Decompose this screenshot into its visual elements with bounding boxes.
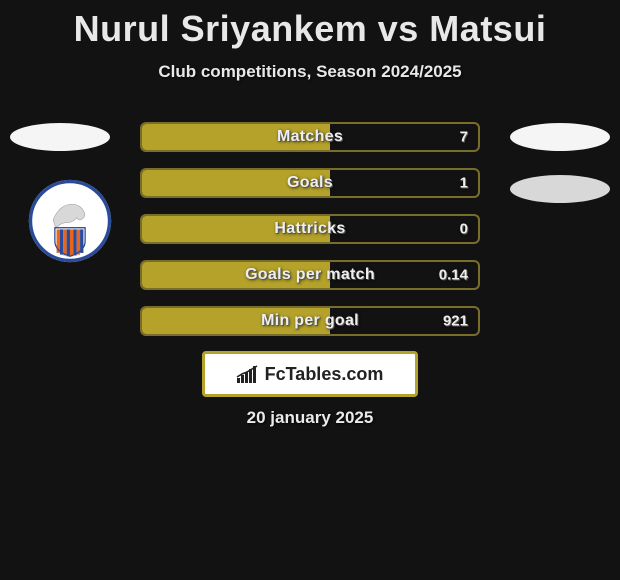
stat-label: Goals: [142, 174, 478, 192]
brand-box[interactable]: FcTables.com: [202, 351, 418, 397]
date-label: 20 january 2025: [0, 408, 620, 428]
stat-value: 921: [443, 313, 468, 330]
stat-row: Goals1: [140, 168, 480, 198]
stat-row: Matches7: [140, 122, 480, 152]
stat-value: 0.14: [439, 267, 468, 284]
stat-value: 7: [460, 129, 468, 146]
stat-row: Hattricks0: [140, 214, 480, 244]
player-avatar-right: [510, 123, 610, 151]
stat-row: Goals per match0.14: [140, 260, 480, 290]
player-avatar-left: [10, 123, 110, 151]
player-avatar-right-secondary: [510, 175, 610, 203]
stat-value: 0: [460, 221, 468, 238]
stat-value: 1: [460, 175, 468, 192]
stat-label: Hattricks: [142, 220, 478, 238]
stat-row: Min per goal921: [140, 306, 480, 336]
brand-text: FcTables.com: [265, 364, 384, 385]
club-badge: [28, 179, 112, 263]
stats-container: Matches7Goals1Hattricks0Goals per match0…: [140, 122, 480, 352]
page-subtitle: Club competitions, Season 2024/2025: [0, 62, 620, 82]
brand-chart-icon: [237, 365, 259, 383]
stat-label: Matches: [142, 128, 478, 146]
page-title: Nurul Sriyankem vs Matsui: [0, 0, 620, 50]
stat-label: Min per goal: [142, 312, 478, 330]
stat-label: Goals per match: [142, 266, 478, 284]
